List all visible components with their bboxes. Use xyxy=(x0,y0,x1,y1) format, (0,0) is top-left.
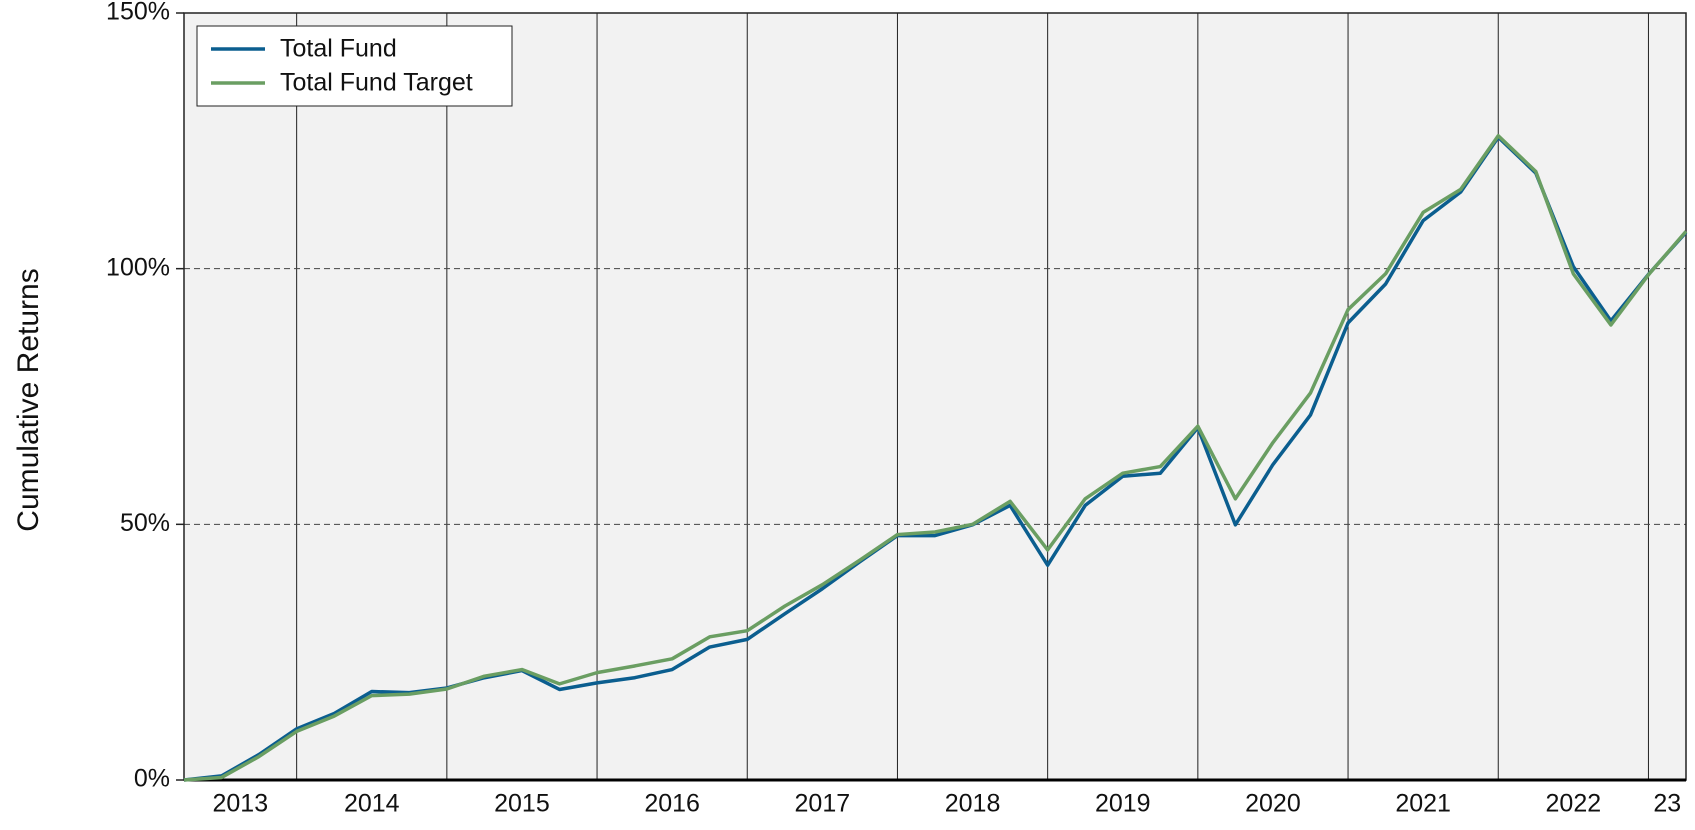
y-tick-label: 0% xyxy=(134,765,170,793)
x-tick-label: 2022 xyxy=(1546,790,1602,818)
x-tick-label: 2014 xyxy=(344,790,400,818)
x-tick-label: 2019 xyxy=(1095,790,1151,818)
x-tick-label: 23 xyxy=(1653,790,1681,818)
x-tick-label: 2018 xyxy=(945,790,1001,818)
x-tick-label: 2015 xyxy=(494,790,550,818)
legend-label: Total Fund xyxy=(280,35,397,63)
series-line xyxy=(183,133,1688,782)
legend-label: Total Fund Target xyxy=(280,69,473,97)
x-tick-label: 2017 xyxy=(795,790,851,818)
y-tick-label: 50% xyxy=(120,509,170,537)
x-tick-label: 2013 xyxy=(213,790,269,818)
y-tick-label: 150% xyxy=(106,0,170,26)
y-axis-label: Cumulative Returns xyxy=(12,268,45,531)
y-tick-label: 100% xyxy=(106,253,170,281)
x-tick-label: 2021 xyxy=(1395,790,1451,818)
x-tick-label: 2020 xyxy=(1245,790,1301,818)
x-tick-label: 2016 xyxy=(644,790,700,818)
legend-box xyxy=(196,25,513,107)
plot-area xyxy=(184,13,1686,780)
